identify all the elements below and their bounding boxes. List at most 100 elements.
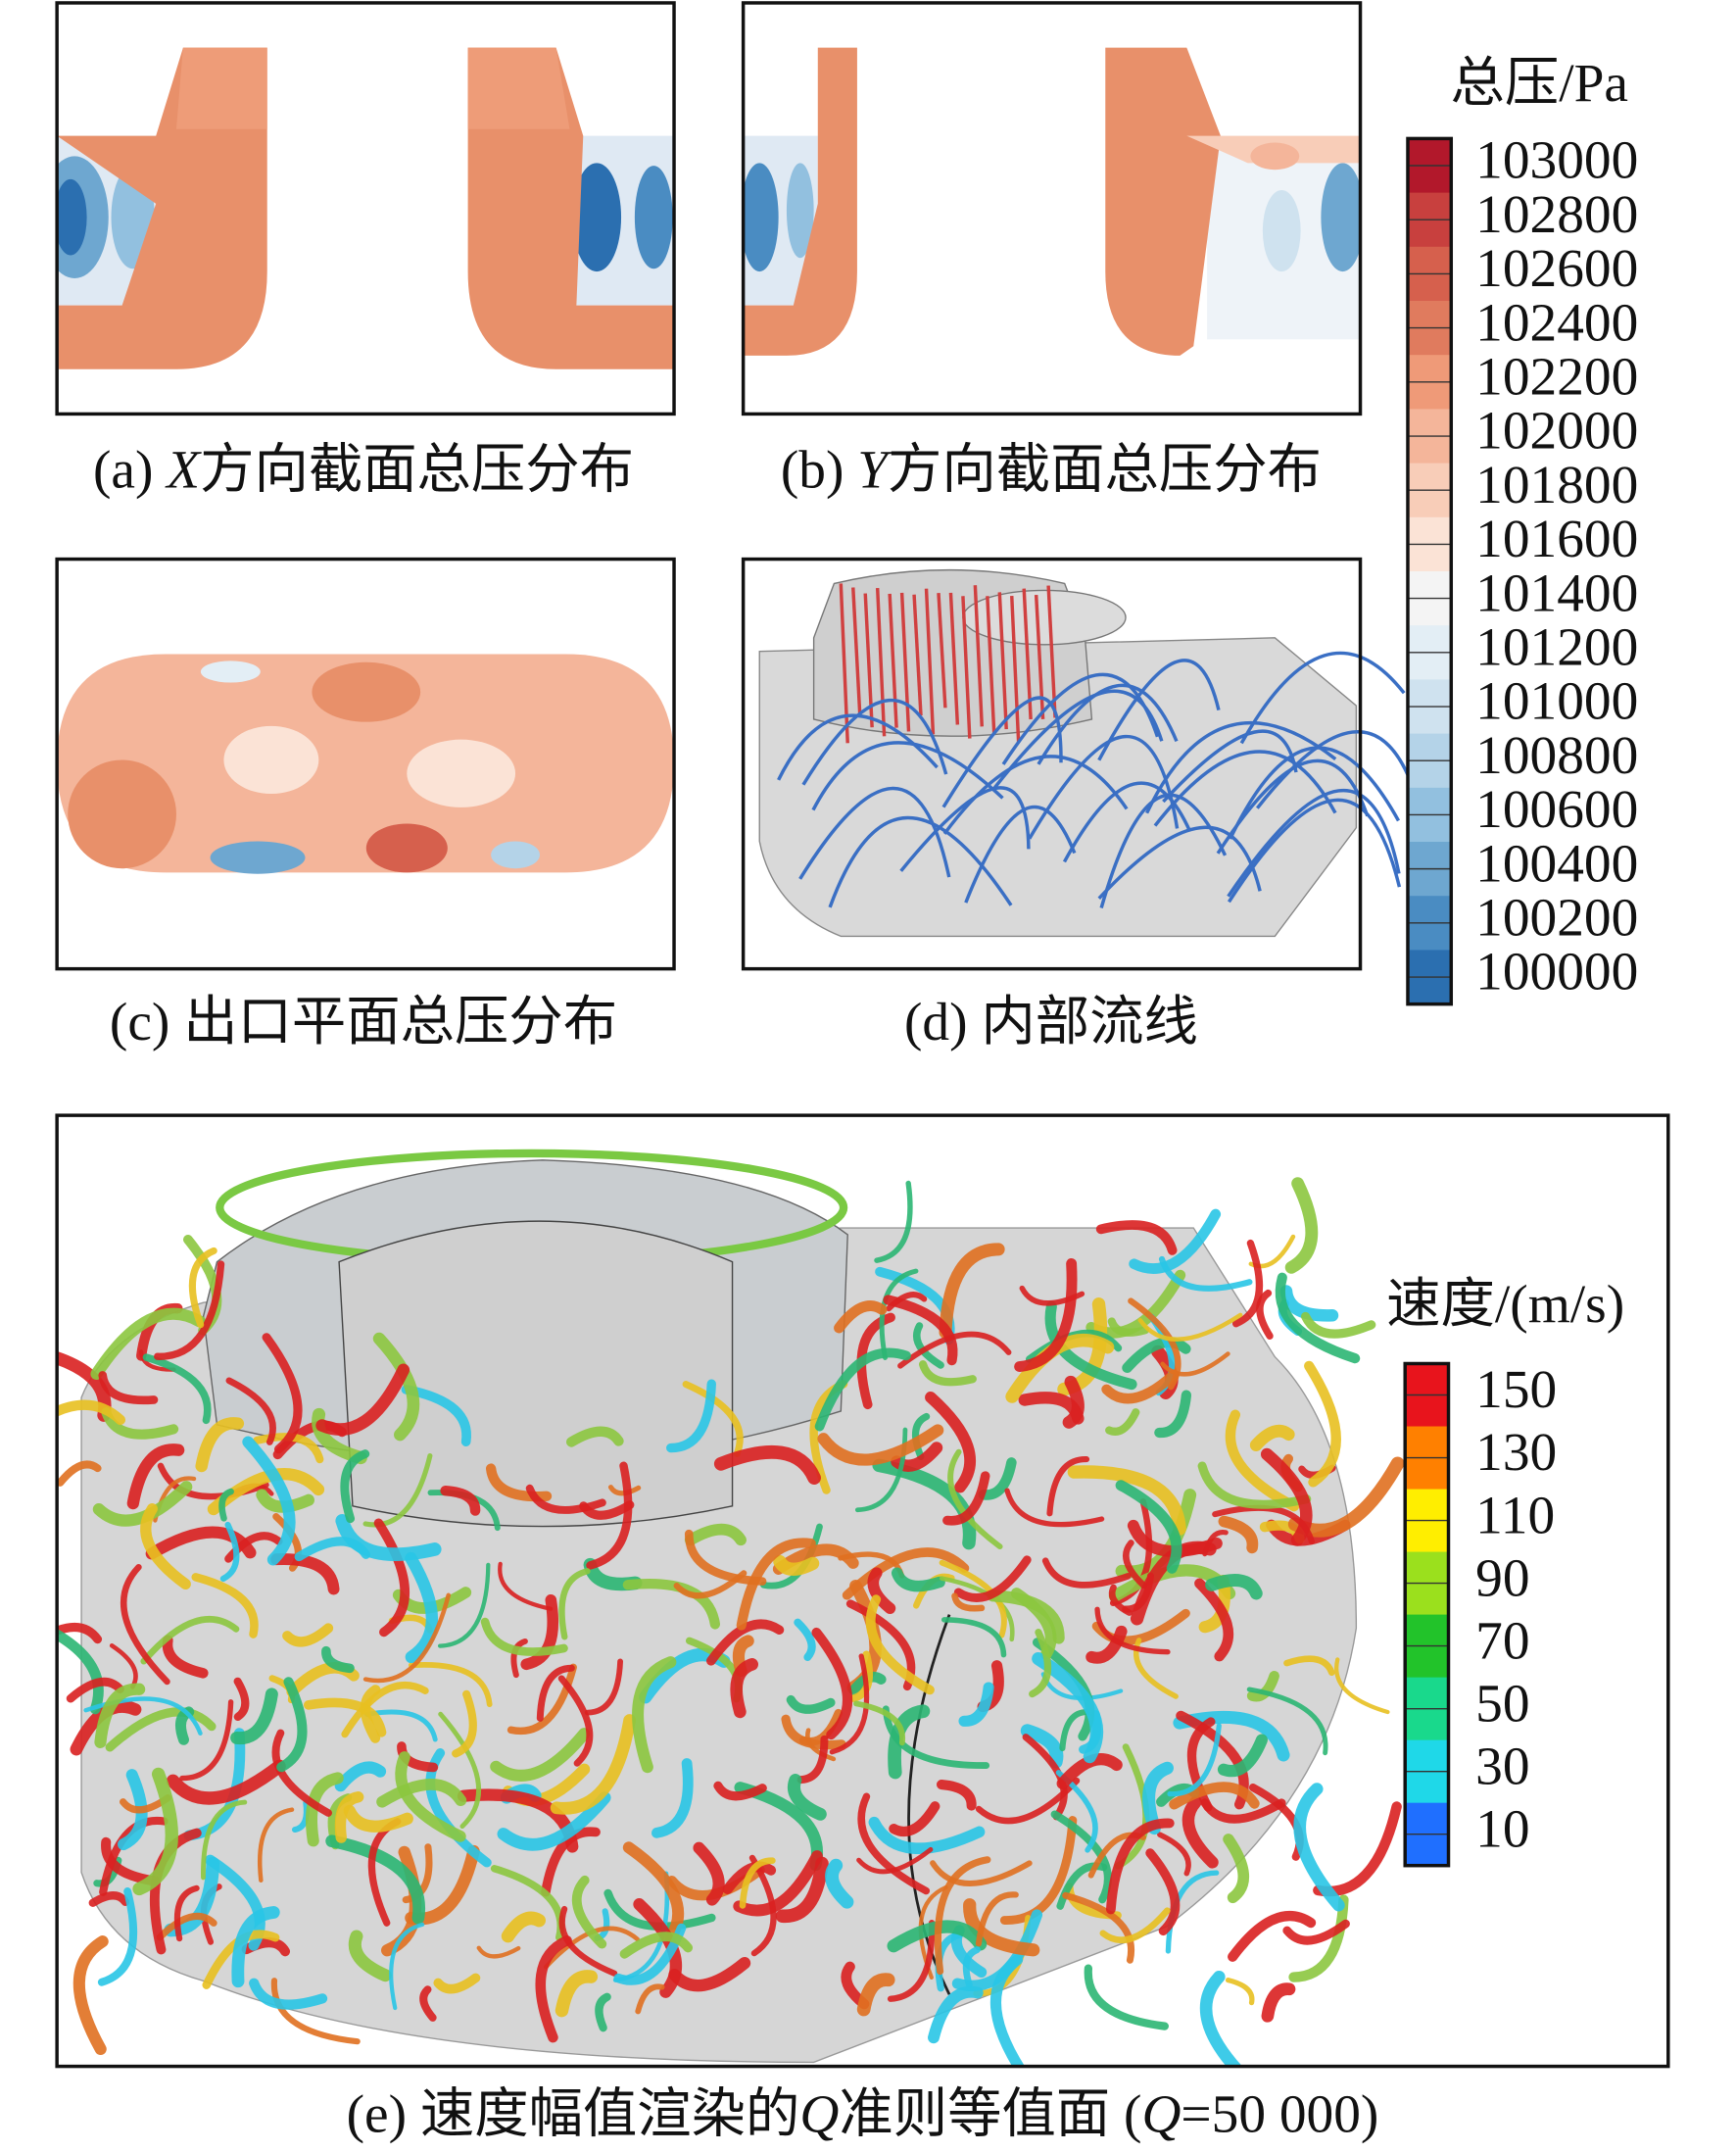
vortex-tube bbox=[682, 1381, 744, 1457]
vortex-tube bbox=[856, 1846, 934, 1875]
vortex-tube bbox=[440, 1485, 481, 1516]
streamline bbox=[1097, 659, 1221, 761]
vortex-tube bbox=[584, 1658, 624, 1716]
vortex-tube bbox=[788, 1774, 827, 1821]
vortex-tube bbox=[781, 1714, 846, 1750]
vortex-tube bbox=[817, 1424, 944, 1466]
vortex-tube bbox=[1122, 1337, 1191, 1374]
legend-label: 100200 bbox=[1475, 888, 1638, 948]
vortex-tube bbox=[343, 1804, 413, 1833]
vortex-tube bbox=[978, 1457, 1017, 1500]
legend-label: 102400 bbox=[1475, 292, 1638, 352]
vortex-tube bbox=[1282, 1919, 1350, 1945]
legend-label: 130 bbox=[1475, 1422, 1557, 1482]
vortex-tube bbox=[939, 1243, 1005, 1340]
vortex-tube bbox=[775, 1856, 829, 1924]
vortex-tube bbox=[1062, 1891, 1135, 1964]
vortex-tube bbox=[941, 1617, 1007, 1658]
vortex-tube bbox=[1142, 1761, 1174, 1835]
vortex-tube bbox=[140, 1615, 240, 1665]
vortex-tube bbox=[364, 1709, 438, 1742]
vortex-tube bbox=[543, 1926, 640, 1970]
legends: 1030001028001026001024001022001020001018… bbox=[1403, 130, 1638, 1868]
streamline bbox=[851, 587, 862, 714]
vortex-tube bbox=[1129, 1208, 1222, 1274]
vortex-tube bbox=[305, 1772, 344, 1847]
vortex-tube bbox=[315, 1363, 410, 1436]
vortex-tube bbox=[490, 1728, 591, 1782]
vortex-tube bbox=[632, 1656, 677, 1774]
vortex-tube bbox=[325, 1834, 426, 1925]
streamline bbox=[1001, 672, 1160, 765]
vortex-tube bbox=[92, 1481, 193, 1527]
vortex-tube bbox=[233, 1677, 250, 1721]
legend-label: 101600 bbox=[1475, 509, 1638, 568]
vortex-tube bbox=[1127, 1519, 1223, 1557]
vortex-tube bbox=[437, 1562, 491, 1648]
panel-frame bbox=[741, 1, 1363, 416]
streamline bbox=[1022, 588, 1033, 720]
panel-frame bbox=[55, 557, 676, 971]
vortex-tube bbox=[666, 1379, 716, 1453]
vortex-tube bbox=[555, 1970, 599, 2018]
vortex-tube bbox=[132, 1767, 178, 1896]
vortex-tube bbox=[1115, 1480, 1182, 1574]
vortex-tube bbox=[963, 1898, 1040, 1957]
vortex-tube bbox=[748, 1854, 777, 1957]
vortex-tube bbox=[1099, 1907, 1171, 1944]
vortex-tube bbox=[1181, 1795, 1219, 1869]
vortex-tube bbox=[498, 1561, 554, 1611]
panel-c bbox=[57, 654, 675, 874]
vortex-tube bbox=[558, 1568, 591, 1640]
vortex-tube bbox=[889, 1801, 940, 1837]
legend-label: 150 bbox=[1475, 1359, 1557, 1419]
vortex-tube bbox=[619, 1932, 694, 1959]
streamline bbox=[1227, 798, 1402, 904]
streamline bbox=[1010, 596, 1021, 743]
legend-frame bbox=[1406, 136, 1454, 1006]
vortex-tube bbox=[947, 1448, 1003, 1550]
vortex-tube bbox=[218, 1488, 234, 1522]
vortex-tube bbox=[1225, 1409, 1300, 1512]
vortex-tube bbox=[1334, 1657, 1390, 1715]
vortex-tube bbox=[335, 1514, 442, 1561]
vortex-tube bbox=[145, 1526, 257, 1560]
vortex-tube bbox=[401, 1385, 471, 1447]
streamline bbox=[1239, 651, 1406, 745]
legend-title: 总压/Pa bbox=[1451, 53, 1628, 113]
vortex-tube bbox=[622, 1579, 720, 1630]
vortex-tube bbox=[713, 1781, 767, 1801]
vortex-tube bbox=[1062, 1375, 1085, 1429]
vortex-tube bbox=[376, 1779, 467, 1808]
legend-label: 102600 bbox=[1475, 238, 1638, 298]
vortex-tube bbox=[166, 1759, 286, 1805]
vortex-tube bbox=[270, 1978, 361, 2045]
streamline bbox=[924, 588, 936, 735]
vortex-tube bbox=[480, 1617, 568, 1656]
streamline bbox=[912, 594, 923, 716]
vortex-tube bbox=[57, 1628, 104, 1715]
vortex-tube bbox=[140, 1503, 191, 1590]
vortex-tube bbox=[874, 1180, 913, 1263]
legend-label: 50 bbox=[1475, 1673, 1529, 1733]
vortex-tube bbox=[1217, 1734, 1268, 1778]
vortex-tube bbox=[796, 1735, 829, 1785]
streamline bbox=[961, 596, 972, 739]
streamline bbox=[1229, 746, 1401, 840]
vortex-tube bbox=[397, 1741, 439, 1773]
vortex-tube bbox=[706, 1619, 785, 1666]
legend-label: 10 bbox=[1475, 1798, 1529, 1858]
vortex-tube bbox=[405, 1551, 439, 1664]
vortex-tube bbox=[72, 1935, 109, 2056]
streamline bbox=[777, 713, 939, 781]
vortex-tube bbox=[951, 1592, 986, 1612]
vortex-tube bbox=[282, 1623, 334, 1647]
vortex-tube bbox=[622, 1841, 685, 1944]
panel-d bbox=[758, 568, 1416, 938]
vortex-tube bbox=[693, 1841, 725, 1906]
streamline bbox=[986, 596, 996, 734]
vortex-tube bbox=[842, 1547, 970, 1600]
vortex-tube bbox=[958, 1682, 994, 1727]
vortex-tube bbox=[962, 1946, 981, 1988]
vortex-tube bbox=[253, 1433, 324, 1464]
